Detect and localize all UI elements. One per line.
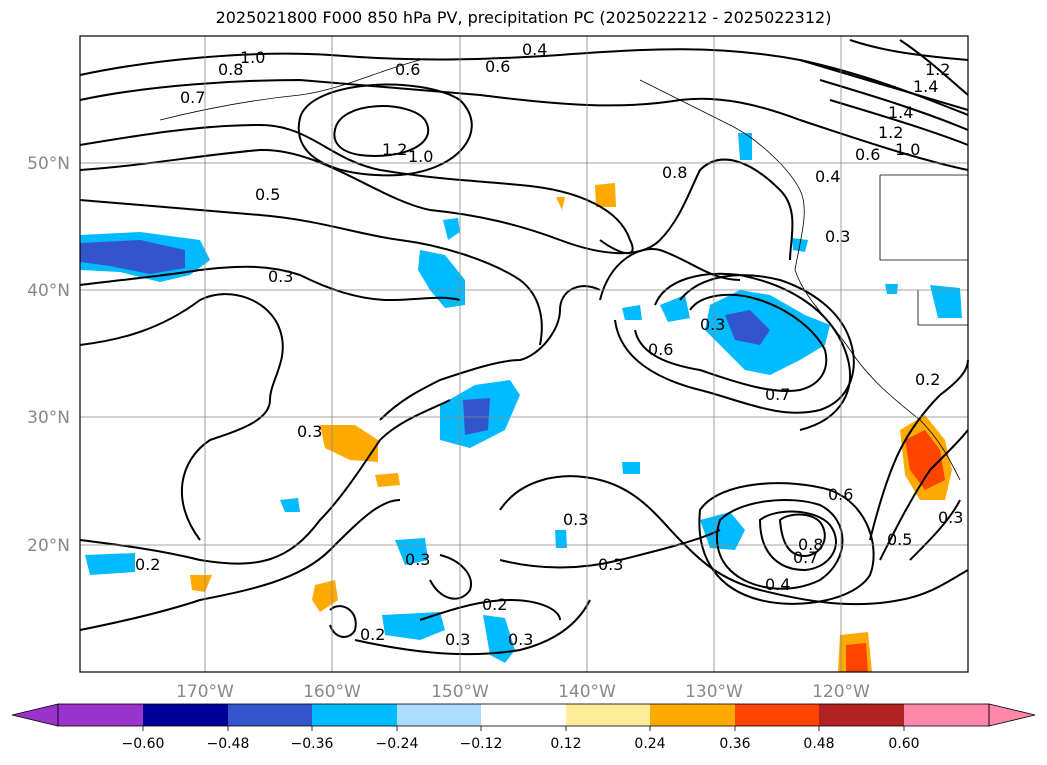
lon-tick-labels: 170°W 160°W 150°W 140°W 130°W 120°W bbox=[176, 682, 870, 702]
contour-label: 0.8 bbox=[218, 60, 243, 79]
precip-shading bbox=[80, 133, 962, 672]
contour-label: 0.5 bbox=[887, 530, 912, 549]
contour-label: 0.5 bbox=[255, 185, 280, 204]
pv-contours bbox=[79, 39, 969, 656]
coastlines bbox=[159, 59, 968, 481]
colorbar: −0.60 −0.48 −0.36 −0.24 −0.12 0.12 0.24 … bbox=[11, 703, 1036, 752]
contour-label: 0.8 bbox=[798, 535, 823, 554]
contour-label: 1.2 bbox=[925, 60, 950, 79]
lat-tick-label: 50°N bbox=[27, 154, 70, 174]
lon-tick-label: 150°W bbox=[431, 682, 489, 702]
colorbar-bin bbox=[228, 704, 312, 726]
colorbar-tick-label: −0.24 bbox=[376, 736, 419, 752]
colorbar-bin bbox=[819, 704, 904, 726]
contour-label: 0.7 bbox=[180, 88, 205, 107]
colorbar-extend-low bbox=[11, 703, 59, 727]
colorbar-tick-label: −0.60 bbox=[122, 736, 165, 752]
contour-label: 0.2 bbox=[135, 555, 160, 574]
lon-tick-label: 130°W bbox=[685, 682, 743, 702]
colorbar-tick-label: 0.24 bbox=[634, 736, 665, 752]
colorbar-tick-label: 0.36 bbox=[719, 736, 750, 752]
lon-tick-label: 170°W bbox=[176, 682, 234, 702]
gridlines bbox=[80, 36, 968, 672]
contour-label: 0.3 bbox=[563, 510, 588, 529]
colorbar-bin bbox=[397, 704, 481, 726]
lon-tick-label: 160°W bbox=[303, 682, 361, 702]
contour-label: 0.2 bbox=[360, 625, 385, 644]
contour-label: 0.6 bbox=[855, 145, 880, 164]
colorbar-tick-label: 0.48 bbox=[803, 736, 834, 752]
colorbar-tick-label: 0.12 bbox=[550, 736, 581, 752]
contour-label: 0.3 bbox=[598, 555, 623, 574]
contour-label: 1.0 bbox=[895, 140, 920, 159]
contour-label: 0.7 bbox=[793, 548, 818, 567]
colorbar-tick-label: −0.48 bbox=[207, 736, 250, 752]
contour-label: 1.4 bbox=[913, 77, 938, 96]
contour-label: 0.8 bbox=[662, 163, 687, 182]
contour-label: 0.3 bbox=[700, 315, 725, 334]
contour-label: 1.0 bbox=[408, 147, 433, 166]
colorbar-bin bbox=[650, 704, 735, 726]
contour-label: 1.4 bbox=[888, 103, 913, 122]
lat-tick-label: 40°N bbox=[27, 281, 70, 301]
colorbar-bin bbox=[735, 704, 819, 726]
colorbar-bin bbox=[481, 704, 566, 726]
colorbar-bin bbox=[143, 704, 228, 726]
contour-labels: 1.0 0.8 0.6 0.4 0.6 1.2 1.0 0.5 0.8 0.3 … bbox=[135, 40, 963, 649]
colorbar-bin bbox=[904, 704, 989, 726]
map-frame bbox=[79, 35, 969, 673]
contour-label: 0.2 bbox=[482, 595, 507, 614]
contour-label: 1.0 bbox=[240, 48, 265, 67]
contour-label: 0.3 bbox=[405, 550, 430, 569]
contour-label: 0.6 bbox=[395, 60, 420, 79]
colorbar-frame bbox=[57, 703, 990, 727]
lat-tick-label: 30°N bbox=[27, 408, 70, 428]
contour-label: 0.6 bbox=[485, 57, 510, 76]
lat-tick-labels: 50°N 40°N 30°N 20°N bbox=[27, 154, 70, 556]
page-title: 2025021800 F000 850 hPa PV, precipitatio… bbox=[215, 8, 832, 27]
contour-label: 0.3 bbox=[938, 508, 963, 527]
colorbar-bin bbox=[566, 704, 650, 726]
colorbar-tick-label: −0.36 bbox=[291, 736, 334, 752]
lat-tick-label: 20°N bbox=[27, 536, 70, 556]
lon-tick-label: 120°W bbox=[812, 682, 870, 702]
contour-label: 1.2 bbox=[382, 140, 407, 159]
contour-label: 1.2 bbox=[878, 123, 903, 142]
contour-label: 0.4 bbox=[522, 40, 547, 59]
colorbar-bin bbox=[58, 704, 143, 726]
contour-label: 0.4 bbox=[815, 167, 840, 186]
contour-label: 0.6 bbox=[648, 340, 673, 359]
contour-label: 0.3 bbox=[825, 227, 850, 246]
contour-label: 0.6 bbox=[828, 485, 853, 504]
contour-label: 0.3 bbox=[508, 630, 533, 649]
contour-label: 0.3 bbox=[268, 267, 293, 286]
colorbar-bin bbox=[312, 704, 397, 726]
contour-label: 0.2 bbox=[915, 370, 940, 389]
colorbar-tick-label: 0.60 bbox=[888, 736, 919, 752]
colorbar-extend-high bbox=[988, 703, 1036, 727]
contour-label: 0.3 bbox=[297, 422, 322, 441]
contour-label: 0.7 bbox=[765, 385, 790, 404]
contour-label: 0.4 bbox=[765, 575, 790, 594]
contour-label: 0.3 bbox=[445, 630, 470, 649]
colorbar-tick-label: −0.12 bbox=[460, 736, 503, 752]
lon-tick-label: 140°W bbox=[558, 682, 616, 702]
